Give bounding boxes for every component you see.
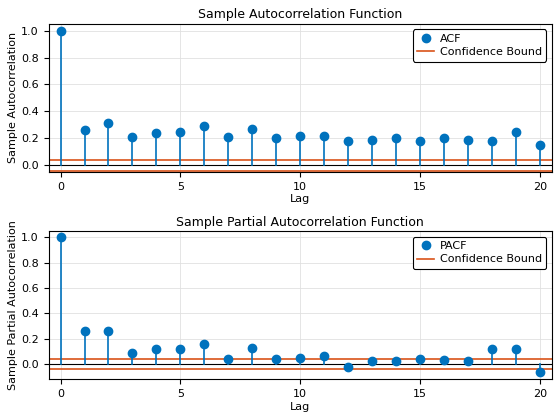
ACF xyxy=(488,139,495,144)
ACF xyxy=(57,28,64,33)
ACF xyxy=(297,133,304,138)
PACF xyxy=(321,354,328,359)
ACF xyxy=(225,134,232,139)
PACF xyxy=(441,358,447,363)
Y-axis label: Sample Autocorrelation: Sample Autocorrelation xyxy=(8,32,18,163)
X-axis label: Lag: Lag xyxy=(290,194,310,205)
PACF xyxy=(488,346,495,351)
Confidence Bound xyxy=(81,357,88,362)
ACF xyxy=(153,130,160,135)
PACF xyxy=(177,346,184,351)
ACF xyxy=(321,133,328,138)
ACF xyxy=(81,128,88,133)
ACF xyxy=(441,136,447,141)
Confidence Bound xyxy=(81,158,88,163)
PACF xyxy=(105,328,112,333)
PACF xyxy=(81,328,88,333)
ACF xyxy=(201,123,208,129)
Y-axis label: Sample Partial Autocorrelation: Sample Partial Autocorrelation xyxy=(8,220,18,390)
Confidence Bound xyxy=(57,357,64,362)
Legend: PACF, Confidence Bound: PACF, Confidence Bound xyxy=(413,236,546,269)
Confidence Bound xyxy=(57,158,64,163)
PACF xyxy=(393,359,399,364)
PACF xyxy=(344,364,351,369)
PACF xyxy=(153,346,160,351)
PACF xyxy=(129,350,136,355)
PACF xyxy=(417,357,423,362)
ACF xyxy=(105,121,112,126)
Line: ACF: ACF xyxy=(57,26,544,149)
ACF xyxy=(393,136,399,141)
PACF xyxy=(536,369,543,374)
ACF xyxy=(512,129,519,134)
Title: Sample Autocorrelation Function: Sample Autocorrelation Function xyxy=(198,8,402,21)
PACF xyxy=(201,341,208,346)
ACF xyxy=(464,137,471,142)
ACF xyxy=(177,129,184,134)
Title: Sample Partial Autocorrelation Function: Sample Partial Autocorrelation Function xyxy=(176,215,424,228)
PACF xyxy=(225,357,232,362)
Line: PACF: PACF xyxy=(57,233,544,376)
ACF xyxy=(417,139,423,144)
PACF xyxy=(512,346,519,351)
ACF xyxy=(536,142,543,147)
Legend: ACF, Confidence Bound: ACF, Confidence Bound xyxy=(413,29,546,62)
ACF xyxy=(344,139,351,144)
PACF xyxy=(368,359,375,364)
PACF xyxy=(297,355,304,360)
ACF xyxy=(249,126,255,131)
ACF xyxy=(368,137,375,142)
PACF xyxy=(273,357,279,362)
PACF xyxy=(57,235,64,240)
ACF xyxy=(129,134,136,139)
PACF xyxy=(249,345,255,350)
PACF xyxy=(464,359,471,364)
ACF xyxy=(273,136,279,141)
X-axis label: Lag: Lag xyxy=(290,402,310,412)
